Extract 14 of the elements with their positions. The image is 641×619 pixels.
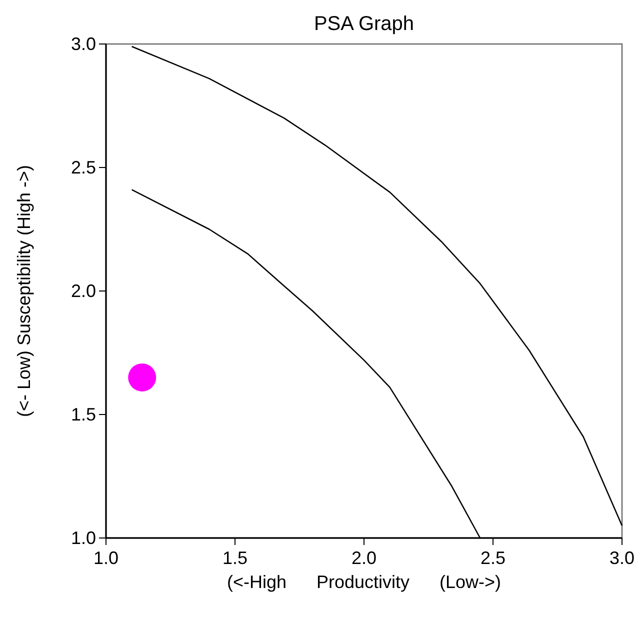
y-tick-label: 1.0 [70, 528, 96, 548]
x-tick-label: 1.5 [222, 548, 248, 568]
y-tick-label: 1.5 [70, 404, 96, 424]
y-tick-label: 2.5 [70, 158, 96, 178]
x-tick-label: 2.5 [480, 548, 506, 568]
y-axis-title: (<- Low) Susceptibility (High ->) [14, 164, 34, 418]
line-series [131, 46, 623, 526]
x-tick-label: 2.0 [351, 548, 377, 568]
y-tick-label: 2.0 [70, 281, 96, 301]
x-tick-label: 1.0 [93, 548, 119, 568]
y-tick-label: 3.0 [70, 34, 96, 54]
x-axis-title: (<-High Productivity (Low->) [226, 572, 502, 592]
x-tick-label: 3.0 [609, 548, 635, 568]
chart-title: PSA Graph [314, 13, 414, 35]
